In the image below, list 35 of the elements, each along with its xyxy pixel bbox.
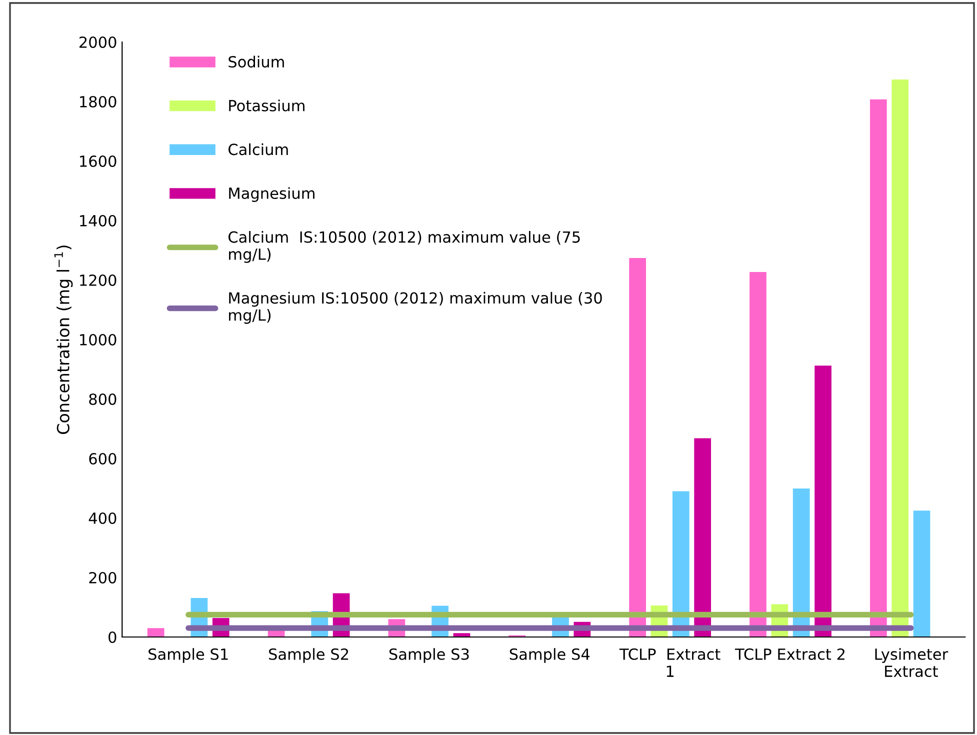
bar <box>672 491 690 637</box>
bar <box>792 488 810 637</box>
y-tick-label: 1400 <box>80 214 116 227</box>
legend-label: Calcium <box>228 143 288 156</box>
y-tick-label: 1200 <box>80 274 116 286</box>
bar <box>629 258 646 637</box>
bar <box>892 79 909 637</box>
legend-label: Potassium <box>229 100 304 112</box>
bar <box>694 438 712 637</box>
y-tick-label: 1800 <box>80 96 116 108</box>
y-tick-label: 2000 <box>80 36 116 48</box>
x-tick-label: Sample S3 <box>389 648 469 663</box>
y-tick-label: 800 <box>89 393 116 406</box>
bar <box>913 510 930 637</box>
x-tick-label: Sample S4 <box>510 648 590 663</box>
bar <box>750 272 766 637</box>
x-tick-label: Sample S2 <box>269 648 348 663</box>
legend-label: Sodium <box>228 56 284 68</box>
x-tick-label: Lysimeter Extract <box>875 648 948 678</box>
y-axis-title: Concentration (mg l$^{−1}$) <box>54 246 73 434</box>
y-tick-label: 0 <box>108 631 116 644</box>
bar <box>147 628 164 637</box>
bar <box>814 366 832 637</box>
x-tick-label: Sample S1 <box>148 648 228 663</box>
y-tick-label: 1000 <box>80 334 116 346</box>
legend-label: Calcium IS:10500 (2012) maximum value (75 mg/L) <box>228 231 580 263</box>
y-tick-label: 1600 <box>80 155 116 168</box>
bar <box>870 99 887 637</box>
legend-label: Magnesium IS:10500 (2012) maximum value (30 mg/L) <box>229 292 602 324</box>
y-tick-label: 600 <box>89 452 116 465</box>
y-tick-label: 200 <box>89 572 116 584</box>
legend-label: Magnesium <box>229 187 314 202</box>
x-tick-label: TCLP Extract 1 <box>619 648 720 677</box>
y-tick-label: 400 <box>88 512 116 524</box>
x-tick-label: TCLP Extract 2 <box>734 648 844 660</box>
